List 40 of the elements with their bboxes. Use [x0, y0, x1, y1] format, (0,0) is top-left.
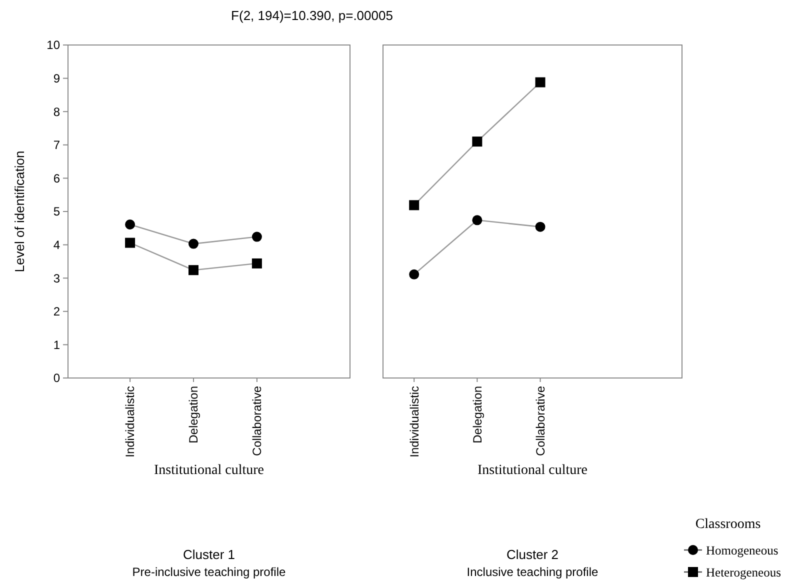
- text: Inclusive teaching profile: [466, 565, 599, 579]
- y-tick-label: 2: [53, 304, 60, 319]
- y-tick-label: 3: [53, 271, 60, 286]
- y-tick-label: 6: [53, 171, 60, 186]
- x-tick-label: Delegation: [470, 386, 484, 444]
- text: Cluster 2: [506, 547, 559, 562]
- y-tick-label: 0: [53, 371, 60, 386]
- y-tick-label: 1: [53, 338, 60, 352]
- point: [409, 269, 420, 280]
- point: [188, 265, 198, 276]
- point: [252, 232, 262, 242]
- point: [125, 219, 136, 230]
- x-tick-label: Delegation: [186, 386, 201, 444]
- y-tick-label: 8: [53, 104, 60, 119]
- point: [409, 200, 420, 210]
- text: Pre-inclusive teaching profile: [132, 565, 286, 579]
- point: [472, 215, 482, 226]
- x-tick-label: Collaborative: [250, 386, 264, 456]
- legend-label: Homogeneous: [706, 543, 778, 558]
- y-tick-label: 4: [53, 238, 60, 252]
- y-tick-label: 9: [53, 72, 60, 86]
- y-tick-label: 5: [53, 204, 60, 219]
- x-tick-label: Individualistic: [407, 386, 422, 458]
- x-axis-title: Institutional culture: [477, 463, 588, 478]
- y-tick-label: 10: [46, 38, 60, 52]
- text: Cluster 1: [182, 547, 236, 562]
- x-tick-label: Collaborative: [533, 386, 548, 456]
- point: [535, 77, 546, 88]
- point: [125, 238, 136, 248]
- chart-title: F(2, 194)=10.390, p=.00005: [231, 8, 393, 23]
- point: [472, 136, 482, 147]
- x-tick-label: Individualistic: [123, 386, 138, 458]
- point: [252, 258, 262, 268]
- legend-label: Heterogeneous: [706, 565, 782, 580]
- legend-title: Classrooms: [695, 517, 761, 532]
- y-axis-title: Level of identification: [12, 150, 27, 272]
- point: [188, 238, 198, 249]
- x-axis-title: Institutional culture: [154, 463, 264, 478]
- y-tick-label: 7: [53, 138, 60, 152]
- point: [535, 222, 546, 232]
